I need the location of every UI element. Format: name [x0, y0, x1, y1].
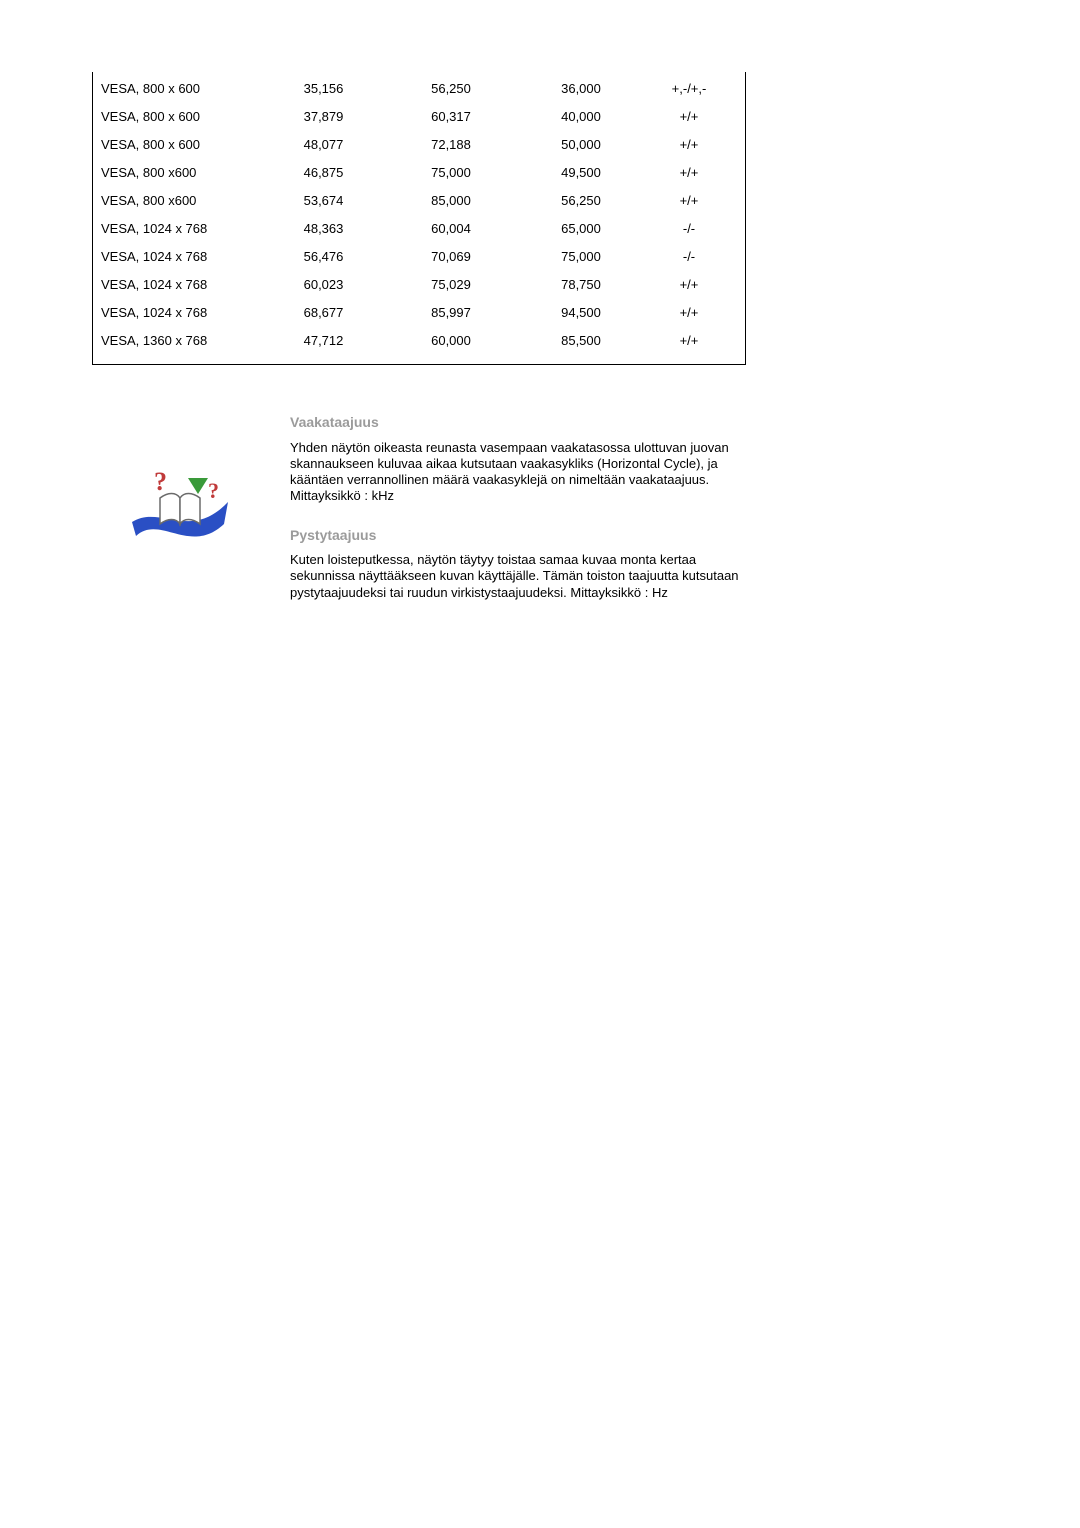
- cell-sync: +/+: [641, 305, 737, 320]
- cell-val2: 75,000: [381, 165, 521, 180]
- cell-mode: VESA, 800 x 600: [101, 81, 266, 96]
- cell-val1: 48,363: [266, 221, 381, 236]
- info-block: ? ? Vaakataajuus Yhden näytön oikeasta r…: [130, 414, 746, 623]
- cell-val3: 49,500: [521, 165, 641, 180]
- section-body-horizontal: Yhden näytön oikeasta reunasta vasempaan…: [290, 440, 746, 505]
- cell-sync: +/+: [641, 277, 737, 292]
- timing-table: VESA, 800 x 600 35,156 56,250 36,000 +,-…: [92, 72, 746, 365]
- table-row: VESA, 800 x 600 37,879 60,317 40,000 +/+: [101, 102, 737, 130]
- cell-val2: 56,250: [381, 81, 521, 96]
- cell-sync: +/+: [641, 193, 737, 208]
- cell-val3: 94,500: [521, 305, 641, 320]
- cell-mode: VESA, 800 x600: [101, 165, 266, 180]
- section-title-vertical: Pystytaajuus: [290, 527, 746, 545]
- cell-sync: +/+: [641, 333, 737, 348]
- cell-mode: VESA, 1024 x 768: [101, 249, 266, 264]
- cell-val2: 60,317: [381, 109, 521, 124]
- cell-val1: 60,023: [266, 277, 381, 292]
- table-row: VESA, 800 x 600 35,156 56,250 36,000 +,-…: [101, 74, 737, 102]
- svg-text:?: ?: [154, 467, 167, 496]
- cell-val1: 37,879: [266, 109, 381, 124]
- cell-mode: VESA, 1360 x 768: [101, 333, 266, 348]
- cell-val1: 48,077: [266, 137, 381, 152]
- section-title-horizontal: Vaakataajuus: [290, 414, 746, 432]
- icon-column: ? ?: [130, 414, 290, 554]
- cell-sync: +/+: [641, 109, 737, 124]
- cell-val1: 35,156: [266, 81, 381, 96]
- cell-val2: 60,004: [381, 221, 521, 236]
- table-row: VESA, 800 x 600 48,077 72,188 50,000 +/+: [101, 130, 737, 158]
- cell-sync: +,-/+,-: [641, 81, 737, 96]
- cell-val2: 72,188: [381, 137, 521, 152]
- cell-mode: VESA, 800 x600: [101, 193, 266, 208]
- cell-val3: 85,500: [521, 333, 641, 348]
- cell-val3: 36,000: [521, 81, 641, 96]
- help-book-icon: ? ?: [130, 464, 230, 549]
- cell-val1: 53,674: [266, 193, 381, 208]
- cell-sync: -/-: [641, 221, 737, 236]
- svg-text:?: ?: [208, 478, 219, 503]
- table-row: VESA, 800 x600 53,674 85,000 56,250 +/+: [101, 186, 737, 214]
- cell-val2: 75,029: [381, 277, 521, 292]
- section-body-vertical: Kuten loisteputkessa, näytön täytyy tois…: [290, 552, 746, 601]
- cell-val2: 60,000: [381, 333, 521, 348]
- cell-mode: VESA, 800 x 600: [101, 137, 266, 152]
- cell-val2: 70,069: [381, 249, 521, 264]
- table-row: VESA, 800 x600 46,875 75,000 49,500 +/+: [101, 158, 737, 186]
- cell-val3: 50,000: [521, 137, 641, 152]
- cell-val1: 46,875: [266, 165, 381, 180]
- cell-val1: 68,677: [266, 305, 381, 320]
- cell-mode: VESA, 800 x 600: [101, 109, 266, 124]
- table-row: VESA, 1024 x 768 48,363 60,004 65,000 -/…: [101, 214, 737, 242]
- cell-val3: 75,000: [521, 249, 641, 264]
- table-row: VESA, 1360 x 768 47,712 60,000 85,500 +/…: [101, 326, 737, 354]
- cell-sync: +/+: [641, 165, 737, 180]
- cell-sync: +/+: [641, 137, 737, 152]
- cell-val2: 85,000: [381, 193, 521, 208]
- cell-val3: 56,250: [521, 193, 641, 208]
- cell-val3: 40,000: [521, 109, 641, 124]
- table-row: VESA, 1024 x 768 56,476 70,069 75,000 -/…: [101, 242, 737, 270]
- text-column: Vaakataajuus Yhden näytön oikeasta reuna…: [290, 414, 746, 623]
- cell-sync: -/-: [641, 249, 737, 264]
- cell-mode: VESA, 1024 x 768: [101, 221, 266, 236]
- cell-mode: VESA, 1024 x 768: [101, 277, 266, 292]
- cell-val1: 56,476: [266, 249, 381, 264]
- cell-val2: 85,997: [381, 305, 521, 320]
- table-row: VESA, 1024 x 768 68,677 85,997 94,500 +/…: [101, 298, 737, 326]
- cell-val3: 65,000: [521, 221, 641, 236]
- table-row: VESA, 1024 x 768 60,023 75,029 78,750 +/…: [101, 270, 737, 298]
- cell-mode: VESA, 1024 x 768: [101, 305, 266, 320]
- cell-val3: 78,750: [521, 277, 641, 292]
- cell-val1: 47,712: [266, 333, 381, 348]
